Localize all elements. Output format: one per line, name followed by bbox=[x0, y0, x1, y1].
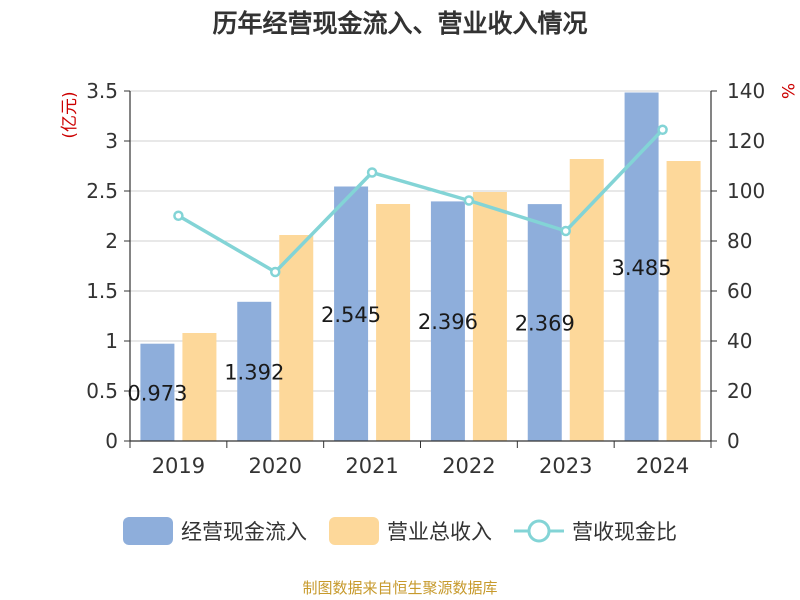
bar-cash-in bbox=[334, 186, 369, 441]
bar-cash-in bbox=[140, 343, 175, 441]
point-ratio bbox=[560, 225, 571, 237]
y-right-tick-label: 140 bbox=[727, 79, 765, 103]
y-left-tick-label: 0.5 bbox=[86, 379, 118, 403]
bar-cash-in bbox=[237, 301, 272, 441]
data-label-cash-in: 2.545 bbox=[321, 303, 381, 327]
source-note: 制图数据来自恒生聚源数据库 bbox=[302, 579, 498, 597]
data-label-cash-in: 1.392 bbox=[224, 360, 284, 384]
y-left-tick-label: 2 bbox=[105, 229, 118, 253]
x-tick-label: 2020 bbox=[249, 454, 302, 478]
y-right-tick-label: 120 bbox=[727, 129, 765, 153]
bar-revenue bbox=[666, 161, 701, 441]
y-right-tick-label: 60 bbox=[727, 279, 752, 303]
legend-item-revenue[interactable]: 营业总收入 bbox=[329, 516, 492, 546]
line-ratio bbox=[177, 128, 664, 274]
data-label-cash-in: 3.485 bbox=[612, 256, 672, 280]
chart-title: 历年经营现金流入、营业收入情况 bbox=[212, 9, 588, 38]
data-label-cash-in: 2.369 bbox=[515, 312, 575, 336]
bar-revenue bbox=[376, 204, 411, 441]
y-left-tick-label: 1 bbox=[105, 329, 118, 353]
y-right-tick-label: 100 bbox=[727, 179, 765, 203]
chart-legend: 经营现金流入 营业总收入 营收现金比 bbox=[0, 516, 800, 546]
legend-swatch-revenue bbox=[329, 517, 379, 545]
point-ratio bbox=[270, 266, 281, 278]
bar-revenue bbox=[279, 235, 314, 441]
y-right-axis-label: % bbox=[777, 83, 797, 99]
point-ratio bbox=[366, 167, 378, 178]
data-label-cash-in: 0.973 bbox=[127, 381, 187, 405]
data-label-cash-in: 2.396 bbox=[418, 310, 478, 334]
point-ratio bbox=[657, 124, 668, 135]
legend-label-revenue: 营业总收入 bbox=[387, 520, 492, 544]
x-tick-label: 2022 bbox=[442, 454, 495, 478]
legend-label-cash-in: 经营现金流入 bbox=[181, 520, 307, 544]
bar-revenue bbox=[569, 159, 604, 441]
bar-cash-in bbox=[430, 201, 465, 441]
bar-revenue bbox=[472, 192, 507, 441]
y-right-tick-label: 20 bbox=[727, 379, 752, 403]
y-left-tick-label: 3.5 bbox=[86, 79, 118, 103]
x-tick-label: 2023 bbox=[539, 454, 592, 478]
legend-swatch-cash-in bbox=[123, 517, 173, 545]
legend-label-ratio: 营收现金比 bbox=[572, 520, 677, 544]
bar-revenue bbox=[182, 333, 217, 441]
y-right-tick-label: 40 bbox=[727, 329, 752, 353]
y-left-tick-label: 0 bbox=[105, 429, 118, 453]
y-left-tick-label: 3 bbox=[105, 129, 118, 153]
x-tick-label: 2021 bbox=[345, 454, 398, 478]
bar-cash-in bbox=[527, 204, 562, 441]
legend-item-cash-in[interactable]: 经营现金流入 bbox=[123, 516, 307, 546]
point-ratio bbox=[463, 195, 475, 206]
legend-swatch-ratio bbox=[514, 519, 564, 543]
x-tick-label: 2019 bbox=[152, 454, 205, 478]
y-left-axis-label: (亿元) bbox=[60, 91, 80, 138]
y-right-tick-label: 80 bbox=[727, 229, 752, 253]
y-right-tick-label: 0 bbox=[727, 429, 740, 453]
x-tick-label: 2024 bbox=[636, 454, 689, 478]
point-ratio bbox=[173, 210, 184, 221]
y-left-tick-label: 1.5 bbox=[86, 279, 118, 303]
y-left-tick-label: 2.5 bbox=[86, 179, 118, 203]
legend-item-ratio[interactable]: 营收现金比 bbox=[514, 516, 677, 546]
